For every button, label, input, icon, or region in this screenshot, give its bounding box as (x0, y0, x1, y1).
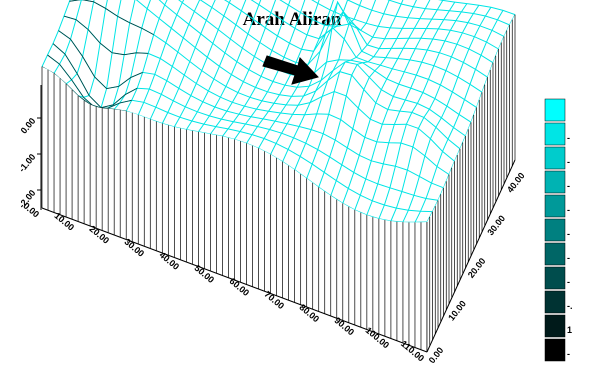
surface-depression-line (52, 43, 138, 109)
surface-gridline-y (149, 0, 201, 120)
surface-gridline-y (354, 0, 444, 211)
surface-gridline-x (346, 0, 505, 37)
surface-depression-line (63, 15, 149, 56)
colorbar-swatch (544, 122, 566, 146)
surface-gridline-y (102, 0, 136, 109)
surface-gridline-y (53, 0, 82, 74)
surface-gridline-y (125, 0, 168, 112)
colorbar-swatch (544, 146, 566, 170)
surface-gridline-y (113, 0, 151, 110)
colorbar-swatch (544, 266, 566, 290)
surface-gridline-y (161, 0, 216, 124)
surface-gridline-y (137, 0, 185, 116)
flow-arrow (262, 55, 319, 85)
surface-gridline-x (387, 0, 510, 26)
colorbar-swatch (544, 338, 566, 362)
colorbar-label: - (567, 181, 570, 191)
surface-gridline-y (197, 0, 262, 133)
surface-gridline-y (330, 0, 418, 196)
surface-gridline-y (282, 0, 363, 162)
surface-gridline-y (414, 10, 504, 223)
z-tick-label: 0.00 (19, 116, 38, 136)
surface-gridline-y (366, 1, 456, 216)
surface-gridline-y (390, 4, 480, 222)
colorbar-swatch (544, 218, 566, 242)
surface-gridline-y (185, 0, 247, 130)
surface-gridline-y (246, 0, 320, 144)
surface-gridline-x (438, 0, 516, 16)
colorbar-swatch (544, 98, 566, 122)
colorbar-swatch (544, 290, 566, 314)
z-tick-label: -1.00 (17, 152, 38, 174)
surface-gridline-y (402, 7, 492, 223)
surface-gridline-y (65, 0, 95, 85)
colorbar-label: -. (567, 301, 573, 311)
colorbar-swatch (544, 194, 566, 218)
surface-gridline-x (311, 0, 499, 50)
colorbar-swatch (544, 314, 566, 338)
surface-depression-line (47, 54, 132, 109)
surface-gridline-y (77, 0, 108, 98)
colorbar-label: - (567, 253, 570, 263)
surface-gridline-y (318, 0, 404, 188)
y-tick-label: 0.00 (427, 345, 446, 365)
front-wall-base (41, 207, 428, 353)
colorbar-label: - (567, 133, 570, 143)
surface-depression-line (58, 30, 143, 90)
x-tick-label: 0.00 (21, 201, 41, 220)
colorbar-swatch (544, 170, 566, 194)
colorbar-label: - (567, 205, 570, 215)
colorbar-label: - (567, 157, 570, 167)
surface-gridline-y (270, 0, 349, 155)
chart-title: Arah Aliran (242, 9, 342, 30)
colorbar-label: - (567, 349, 570, 359)
surface-gridline-y (378, 3, 468, 219)
colorbar-label: - (567, 277, 570, 287)
surface-gridline-y (294, 0, 377, 170)
colorbar-swatch (544, 242, 566, 266)
surface-depression-line (69, 0, 154, 36)
surface-gridline-y (306, 0, 390, 179)
surface-gridline-y (89, 0, 122, 109)
colorbar-label: - (567, 229, 570, 239)
colorbar-label: 1 (567, 325, 572, 335)
surface-gridline-y (342, 0, 431, 204)
side-wall-base (426, 159, 516, 353)
surface-gridline-y (173, 0, 232, 128)
surface-gridline-y (41, 0, 71, 67)
surface-gridline-y (209, 0, 277, 135)
